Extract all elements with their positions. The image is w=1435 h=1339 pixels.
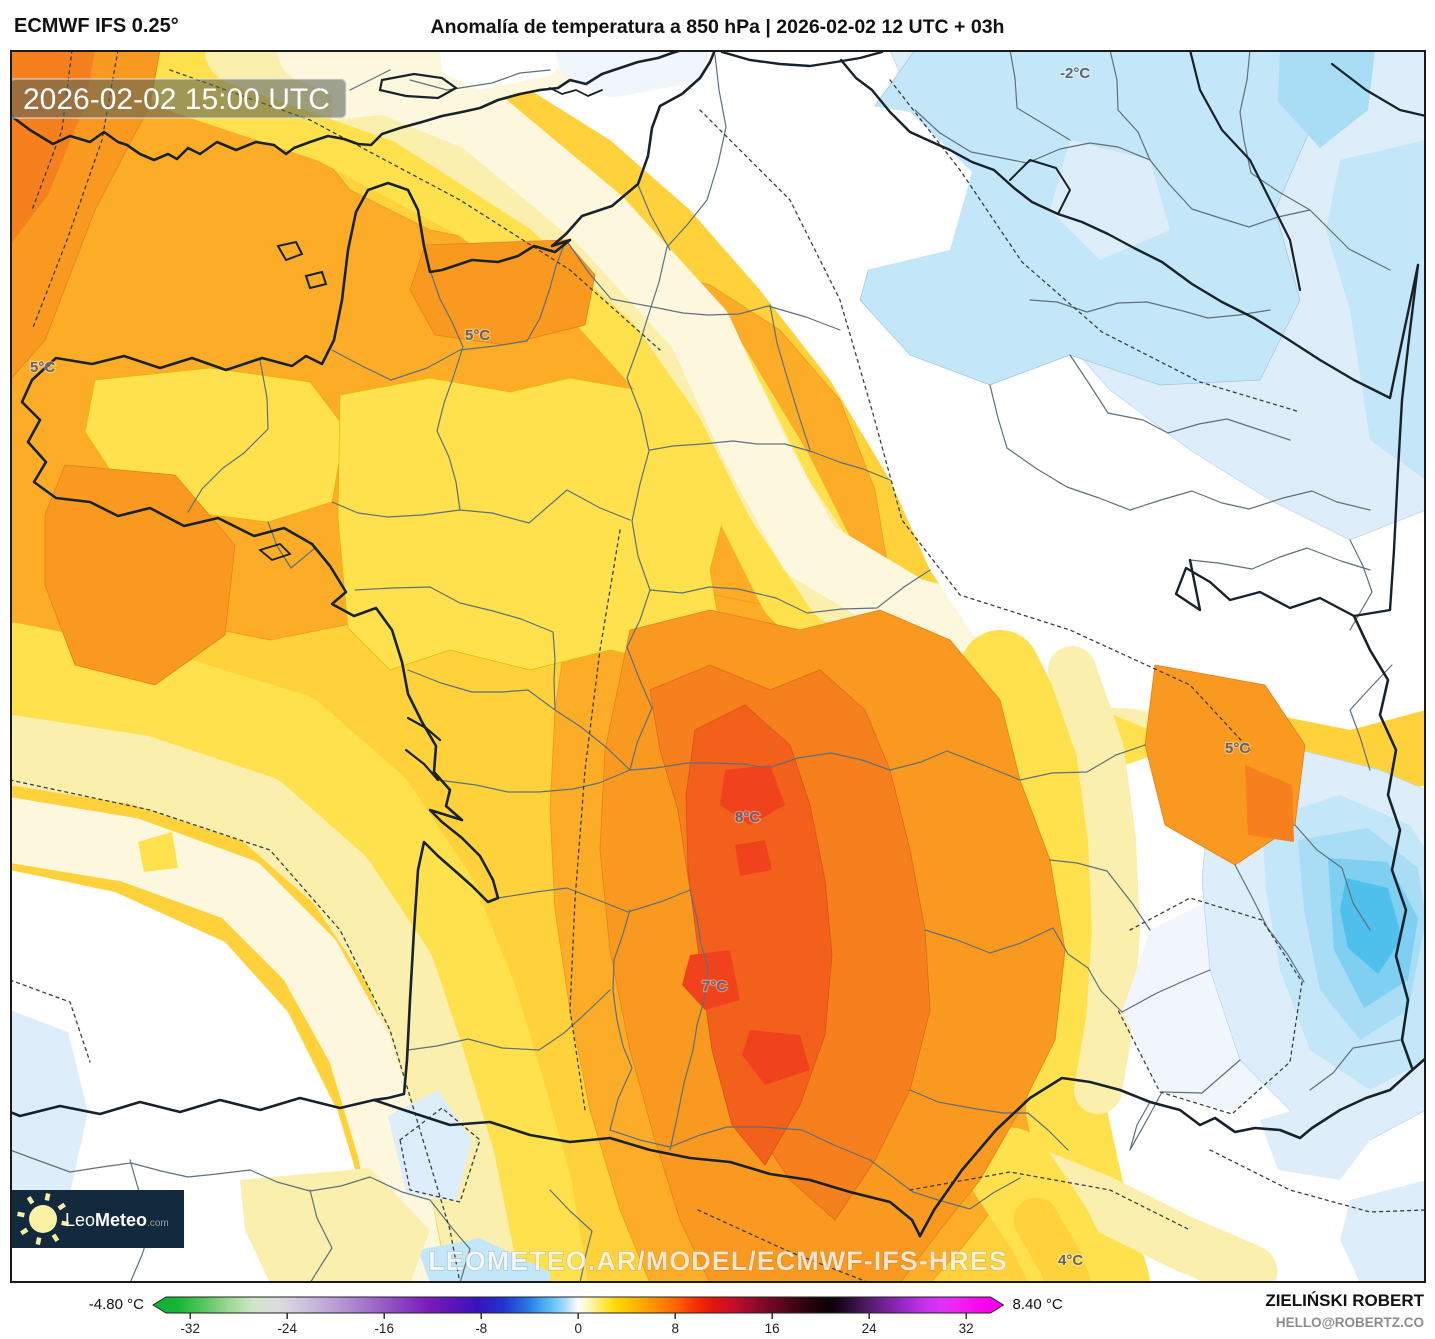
svg-text:LEOMETEO.AR/MODEL/ECMWF-IFS-HR: LEOMETEO.AR/MODEL/ECMWF-IFS-HRES — [428, 1246, 1007, 1276]
svg-text:8°C: 8°C — [735, 809, 760, 826]
svg-text:4°C: 4°C — [1058, 1252, 1083, 1269]
svg-text:-16: -16 — [374, 1321, 394, 1336]
svg-text:-4.80 °C: -4.80 °C — [89, 1296, 144, 1313]
svg-text:8.40 °C: 8.40 °C — [1013, 1296, 1063, 1313]
svg-text:-24: -24 — [277, 1321, 297, 1336]
svg-text:5°C: 5°C — [1225, 740, 1250, 757]
svg-text:-2°C: -2°C — [1060, 65, 1090, 82]
svg-text:5°C: 5°C — [465, 327, 490, 344]
svg-text:16: 16 — [765, 1321, 780, 1336]
svg-text:2026-02-02 15:00 UTC: 2026-02-02 15:00 UTC — [23, 83, 330, 116]
svg-text:5°C: 5°C — [30, 359, 55, 376]
svg-text:8: 8 — [671, 1321, 679, 1336]
svg-text:32: 32 — [959, 1321, 974, 1336]
svg-text:0: 0 — [574, 1321, 582, 1336]
svg-text:7°C: 7°C — [702, 978, 727, 995]
svg-text:-8: -8 — [475, 1321, 487, 1336]
svg-text:-32: -32 — [180, 1321, 200, 1336]
svg-text:24: 24 — [862, 1321, 878, 1336]
svg-text:LeoMeteo.com: LeoMeteo.com — [65, 1210, 169, 1230]
